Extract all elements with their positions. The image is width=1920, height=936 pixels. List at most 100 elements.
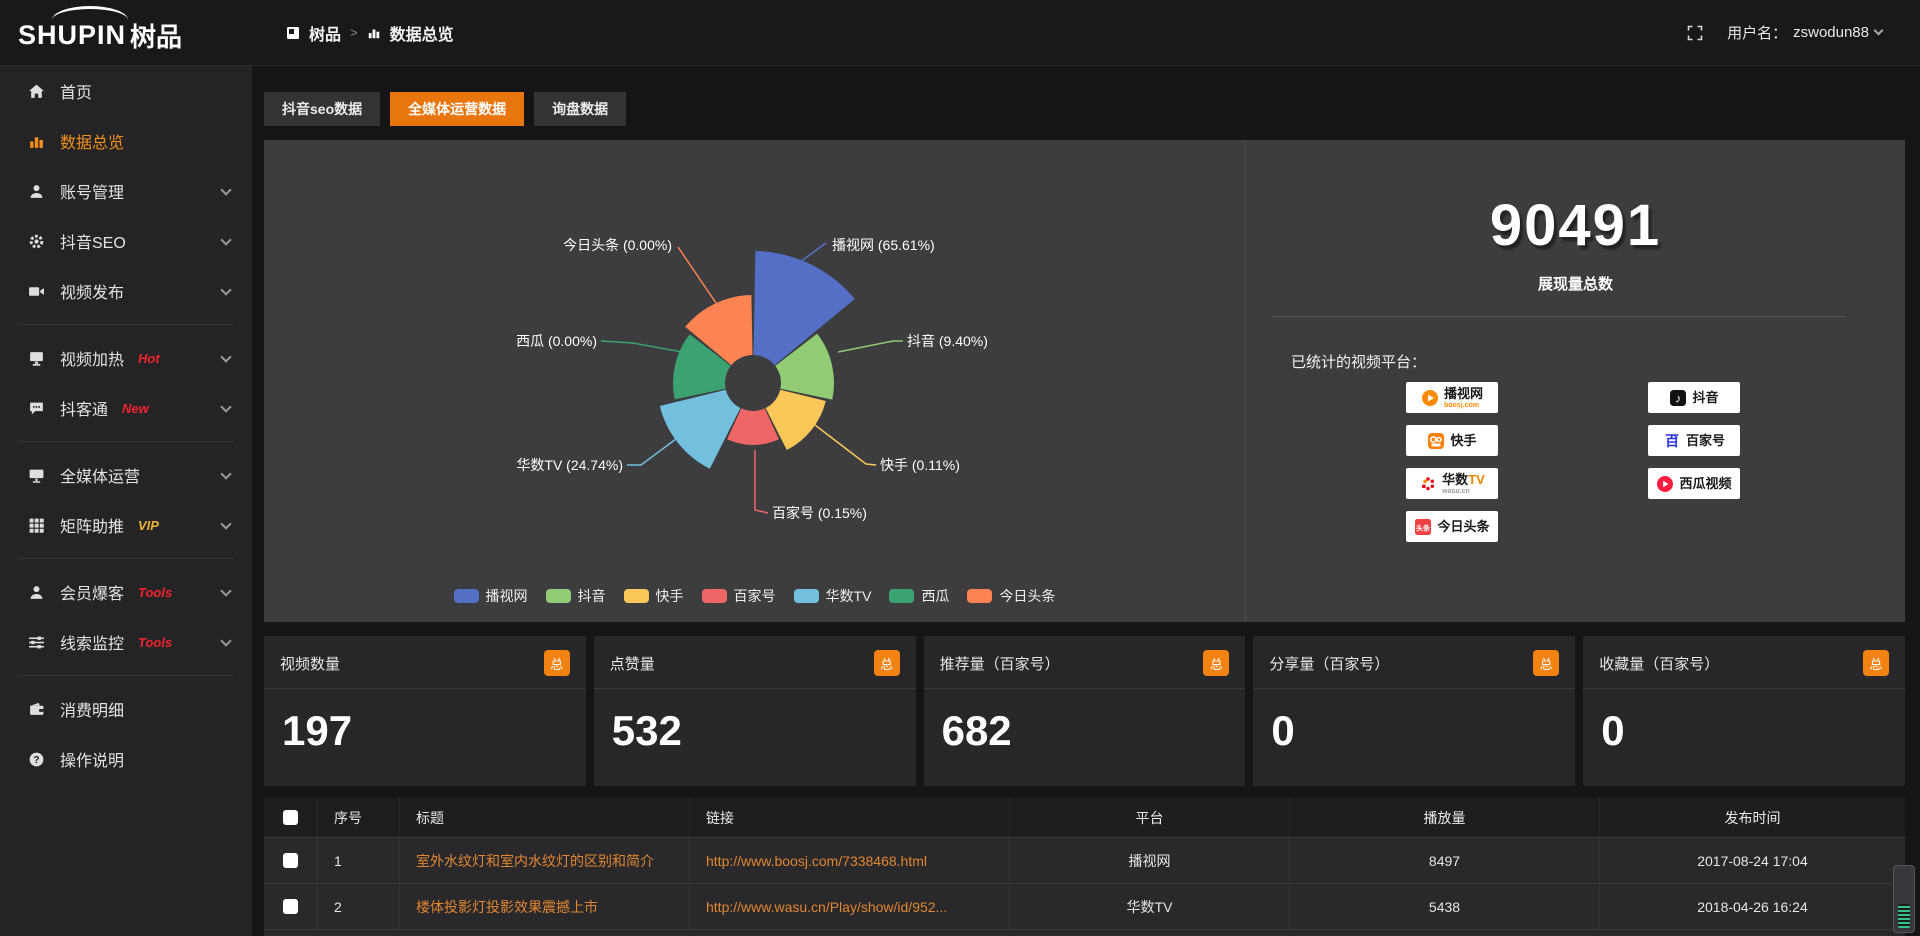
- platform-card-百家号[interactable]: 百百家号: [1648, 425, 1740, 456]
- stat-total-badge[interactable]: 总: [543, 650, 570, 676]
- platform-card-华数TV[interactable]: 华数TV wasu.cn: [1406, 468, 1498, 499]
- logo-text: SHUPIN: [18, 20, 127, 50]
- pie-sector-百家号[interactable]: [727, 408, 779, 445]
- select-all-checkbox[interactable]: [283, 810, 298, 825]
- cell-platform: 播视网: [1010, 838, 1290, 883]
- breadcrumb-app-icon: [286, 26, 300, 40]
- sidebar-badge-VIP: VIP: [138, 517, 159, 533]
- legend-swatch: [701, 589, 727, 603]
- column-header-链接: 链接: [690, 798, 1010, 837]
- sidebar-divider: [18, 441, 234, 442]
- pie-sector-快手[interactable]: [765, 389, 826, 450]
- stat-card-点赞量: 点赞量 总 532: [593, 636, 916, 786]
- sidebar-item-label: 抖音SEO: [60, 235, 126, 252]
- platform-logo-kuaishou-icon: [1427, 432, 1445, 450]
- column-header-播放量: 播放量: [1290, 798, 1600, 837]
- legend-item-西瓜[interactable]: 西瓜: [889, 586, 949, 606]
- pie-label-播视网: 播视网 (65.61%): [832, 237, 935, 253]
- sidebar-item-视频加热[interactable]: 视频加热 Hot: [0, 333, 252, 383]
- pie-sector-华数TV[interactable]: [659, 389, 741, 469]
- chevron-down-icon: [220, 634, 232, 647]
- sidebar-item-数据总览[interactable]: 数据总览: [0, 116, 252, 166]
- platform-card-抖音[interactable]: ♪ 抖音: [1648, 382, 1740, 413]
- table-header-row: 序号 标题 链接 平台 播放量 发布时间: [264, 798, 1905, 838]
- legend-item-抖音[interactable]: 抖音: [545, 586, 606, 606]
- sidebar-item-账号管理[interactable]: 账号管理: [0, 166, 252, 216]
- stat-total-badge[interactable]: 总: [1533, 650, 1560, 676]
- platform-sub-label: boosj.com: [1443, 401, 1479, 409]
- pie-label-line: [627, 435, 681, 466]
- sidebar-menu: 首页数据总览 账号管理抖音SEO 视频发布视频加热 Hot 抖客通 New 全媒体运营 矩阵助…: [0, 66, 252, 784]
- stat-card-label: 收藏量（百家号）: [1599, 655, 1720, 673]
- platform-logo-douyin-icon: ♪: [1669, 389, 1687, 407]
- platform-grid: 播视网 boosj.com ♪ 抖音快手 百百家号华数TV wasu.cn 西瓜视频头条 今日…: [1406, 382, 1740, 542]
- total-impressions-value: 90491: [1489, 193, 1662, 258]
- stats-row: 视频数量 总 197 点赞量 总 532 推荐量（百家号） 总 682 分享量（…: [264, 636, 1905, 786]
- svg-text:♪: ♪: [1675, 391, 1681, 405]
- chevron-down-icon: [220, 283, 232, 296]
- sidebar-item-视频发布[interactable]: 视频发布: [0, 266, 252, 316]
- row-checkbox[interactable]: [283, 853, 298, 868]
- sidebar-divider: [18, 675, 234, 676]
- stat-card-value: 197: [282, 707, 353, 754]
- sidebar-badge-New: New: [122, 400, 149, 416]
- sidebar-badge-Tools: Tools: [138, 634, 173, 650]
- chevron-down-icon: [220, 467, 232, 480]
- pie-sector-抖音[interactable]: [775, 333, 835, 400]
- cell-title-link[interactable]: 楼体投影灯投影效果震撼上市: [400, 884, 690, 929]
- chevron-down-icon: [220, 584, 232, 597]
- sidebar-item-label: 操作说明: [60, 753, 125, 770]
- sidebar-item-抖客通[interactable]: 抖客通 New: [0, 383, 252, 433]
- cell-url-link[interactable]: http://www.boosj.com/7338468.html: [690, 838, 1010, 883]
- pie-sector-今日头条[interactable]: [685, 295, 753, 366]
- row-checkbox[interactable]: [283, 899, 298, 914]
- fullscreen-icon[interactable]: [1687, 25, 1703, 41]
- cell-index: 2: [318, 884, 400, 929]
- sidebar-item-会员爆客[interactable]: 会员爆客 Tools: [0, 567, 252, 617]
- stat-card-收藏量（百家号）: 收藏量（百家号） 总 0: [1583, 636, 1905, 786]
- app-logo[interactable]: SHUPIN 树品: [0, 0, 252, 66]
- floating-widget[interactable]: [1893, 865, 1915, 933]
- sidebar-item-全媒体运营[interactable]: 全媒体运营: [0, 450, 252, 500]
- sidebar-item-操作说明[interactable]: ? 操作说明: [0, 734, 252, 784]
- chevron-down-icon: [220, 233, 232, 246]
- sidebar-item-矩阵助推[interactable]: 矩阵助推 VIP: [0, 500, 252, 550]
- platform-sub-label: wasu.cn: [1442, 487, 1470, 495]
- legend-item-今日头条[interactable]: 今日头条: [967, 586, 1055, 606]
- cell-url-link[interactable]: http://www.wasu.cn/Play/show/id/952...: [690, 884, 1010, 929]
- breadcrumb-item-current[interactable]: 数据总览: [389, 26, 454, 44]
- user-menu[interactable]: 用户名： zswodun88: [1727, 22, 1884, 43]
- sidebar-item-首页[interactable]: 首页: [0, 66, 252, 116]
- tab-询盘数据[interactable]: 询盘数据: [534, 92, 627, 126]
- cell-title-link[interactable]: 室外水纹灯和室内水纹灯的区别和简介: [400, 838, 690, 883]
- platform-card-今日头条[interactable]: 头条 今日头条: [1406, 511, 1498, 542]
- sidebar-item-线索监控[interactable]: 线索监控 Tools: [0, 617, 252, 667]
- column-header-标题: 标题: [400, 798, 690, 837]
- legend-item-百家号[interactable]: 百家号: [701, 586, 776, 606]
- breadcrumb-item-home[interactable]: 树品: [309, 26, 342, 44]
- sidebar-badge-Tools: Tools: [138, 584, 173, 600]
- stat-total-badge[interactable]: 总: [1203, 650, 1230, 676]
- tab-全媒体运营数据[interactable]: 全媒体运营数据: [390, 92, 525, 126]
- stat-total-badge[interactable]: 总: [1862, 650, 1889, 676]
- bars-icon: [28, 133, 45, 150]
- platform-card-播视网[interactable]: 播视网 boosj.com: [1406, 382, 1498, 413]
- pie-sector-西瓜[interactable]: [673, 334, 731, 400]
- legend-item-华数TV[interactable]: 华数TV: [793, 586, 871, 606]
- stat-total-badge[interactable]: 总: [873, 650, 900, 676]
- sidebar-item-消费明细[interactable]: 消费明细: [0, 684, 252, 734]
- video-table: 序号 标题 链接 平台 播放量 发布时间 1 室外水纹灯和室内水纹灯的区别和简介 http://…: [264, 798, 1905, 936]
- stat-card-label: 点赞量: [609, 655, 655, 673]
- platform-card-快手[interactable]: 快手: [1406, 425, 1498, 456]
- sliders-icon: [28, 634, 45, 651]
- platform-card-西瓜视频[interactable]: 西瓜视频: [1648, 468, 1740, 499]
- stat-card-value: 0: [1271, 707, 1295, 754]
- sidebar-item-label: 首页: [60, 85, 93, 102]
- sidebar-item-抖音SEO[interactable]: 抖音SEO: [0, 216, 252, 266]
- stat-card-推荐量（百家号）: 推荐量（百家号） 总 682: [923, 636, 1246, 786]
- tab-抖音seo数据[interactable]: 抖音seo数据: [264, 92, 381, 126]
- pie-sector-播视网[interactable]: [753, 251, 855, 366]
- legend-item-播视网[interactable]: 播视网: [453, 586, 528, 606]
- legend-item-快手[interactable]: 快手: [623, 586, 684, 606]
- tab-bar: 抖音seo数据 全媒体运营数据 询盘数据: [264, 92, 1905, 126]
